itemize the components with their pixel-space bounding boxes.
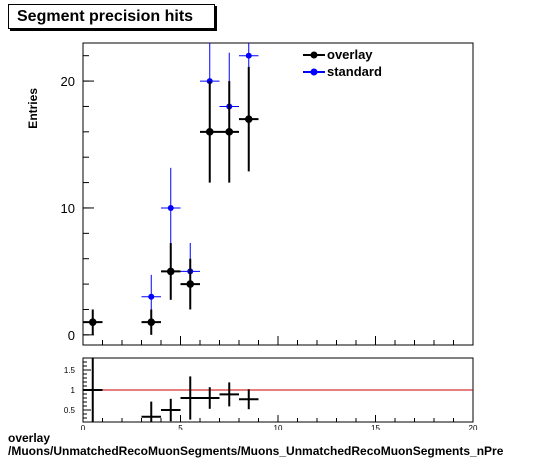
ratio-point-overlay-standard — [239, 389, 259, 410]
title-box: Segment precision hits — [8, 4, 215, 29]
ratio-xtick-label: 20 — [469, 424, 478, 430]
marker — [88, 318, 97, 326]
marker — [186, 280, 195, 288]
chart-title: Segment precision hits — [17, 8, 194, 25]
ratio-xtick-label: 10 — [274, 424, 283, 430]
footer-line2: /Muons/UnmatchedRecoMuonSegments/Muons_U… — [8, 444, 504, 458]
ratio-point-overlay-standard — [219, 382, 239, 407]
marker — [225, 128, 234, 136]
main-ytick-label: 10 — [61, 201, 75, 216]
main-axes: 0 10 20 — [61, 55, 474, 345]
main-ytick-label: 20 — [61, 74, 75, 89]
main-ylabel: Entries — [26, 88, 40, 129]
ratio-data-points — [83, 358, 259, 422]
ratio-point-overlay-standard — [141, 401, 161, 422]
footer: overlay /Muons/UnmatchedRecoMuonSegments… — [8, 432, 503, 458]
ratio-point-overlay-standard — [200, 387, 220, 409]
main-point-overlay — [141, 309, 161, 335]
main-point-overlay — [180, 258, 200, 310]
legend-overlay-label: overlay — [327, 47, 373, 62]
marker — [245, 52, 252, 59]
marker — [148, 293, 155, 300]
marker — [244, 115, 253, 123]
main-data-points — [83, 43, 259, 335]
ratio-xtick-label: 15 — [371, 424, 380, 430]
ratio-point-overlay-standard — [180, 376, 200, 420]
marker — [147, 318, 156, 326]
marker — [166, 267, 175, 276]
main-plot-frame — [82, 42, 474, 346]
ratio-ytick-label: 1.5 — [64, 366, 76, 375]
main-point-standard — [161, 167, 181, 249]
main-point-overlay — [83, 309, 103, 335]
ratio-xtick-label: 0 — [81, 424, 86, 430]
main-point-overlay — [219, 81, 239, 183]
legend-standard-marker — [310, 68, 318, 76]
legend-standard-label: standard — [327, 64, 382, 79]
legend-overlay-marker — [310, 51, 318, 59]
main-ytick-label: 0 — [68, 328, 75, 343]
legend: overlay standard — [303, 47, 382, 79]
ratio-ytick-label: 1 — [71, 386, 76, 395]
main-point-overlay — [200, 81, 220, 183]
ratio-point-overlay-standard — [161, 398, 181, 422]
marker — [167, 204, 174, 211]
footer-line1: overlay — [8, 431, 51, 445]
main-point-overlay — [161, 242, 181, 300]
marker — [205, 128, 214, 136]
main-point-overlay — [239, 66, 259, 172]
ratio-ytick-label: 0.5 — [64, 406, 76, 415]
ratio-xtick-label: 5 — [178, 424, 183, 430]
ratio-point-overlay-standard — [83, 358, 103, 422]
